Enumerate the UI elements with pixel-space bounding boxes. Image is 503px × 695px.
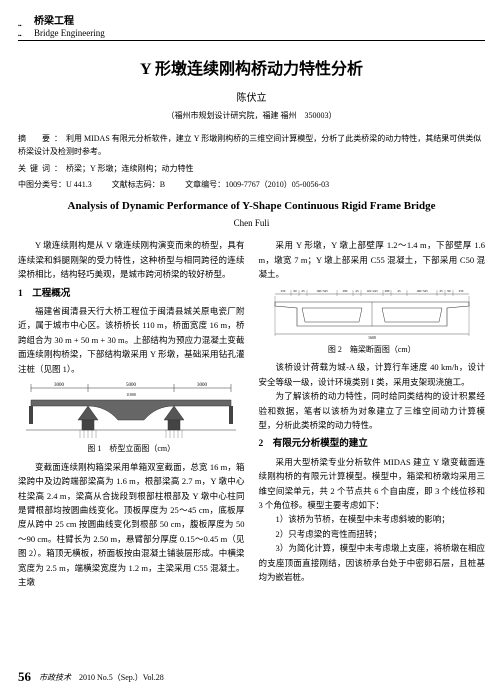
right-column: 采用 Y 形墩，Y 墩上部壁厚 1.2～1.4 m，下部壁厚 1.6 m，墩宽 … [259, 238, 486, 589]
figure-2: 250 90 45 160×345 280 45 145×245 280 45 … [259, 286, 486, 357]
article-title-cn: Y 形墩连续刚构桥动力特性分析 [18, 55, 485, 79]
author-en: Chen Fuli [18, 218, 485, 228]
section-title-cn: 桥梁工程 [34, 12, 105, 27]
deck-width: 1600 [368, 335, 376, 340]
svg-text:90: 90 [447, 289, 451, 293]
keywords-block: 关键词：桥梁；Y 形墩；连续刚构；动力特性 [18, 163, 485, 176]
svg-text:45: 45 [355, 289, 359, 293]
paragraph: 该桥设计荷载为城-A 级，计算行车速度 40 km/h，设计安全等级一级，设计环… [259, 360, 486, 389]
abstract-label: 摘 要： [18, 134, 66, 143]
svg-text:145×245: 145×245 [366, 289, 378, 293]
author-cn: 陈伏立 [18, 89, 485, 104]
figure-1-caption: 图 1 桥型立面图（cm） [18, 442, 245, 456]
doccode-label: 文献标志码： [112, 180, 160, 189]
paragraph: Y 墩连续刚构是从 V 墩连续刚构演变而来的桥型，具有连续梁和斜腿刚架的受力特性… [18, 238, 245, 281]
section-title-en: Bridge Engineering [34, 28, 105, 38]
page-number: 56 [18, 669, 31, 685]
dim-span3: 3000 [197, 383, 208, 388]
svg-text:250: 250 [280, 289, 285, 293]
affiliation-cn: （福州市规划设计研究院，福建 福州 350003） [18, 110, 485, 121]
svg-text:45: 45 [397, 289, 401, 293]
section-header: 桥梁工程 Bridge Engineering [18, 12, 485, 38]
keywords-label: 关键词： [18, 164, 66, 173]
svg-text:280: 280 [384, 289, 389, 293]
dim-span2: 5000 [126, 383, 137, 388]
abstract-text: 利用 MIDAS 有限元分析软件，建立 Y 形墩刚构桥的三维空间计算模型，分析了… [18, 134, 481, 156]
bridge-elevation-svg: 3000 5000 3000 11000 [26, 380, 236, 440]
list-item: 3）为简化计算，模型中未考虑墩上支座，将桥墩在相应的支座顶面直接刚结，因该桥承台… [259, 541, 486, 584]
issue-info: 2010 No.5（Sep.）Vol.28 [79, 672, 164, 683]
left-column: Y 墩连续刚构是从 V 墩连续刚构演变而来的桥型，具有连续梁和斜腿刚架的受力特性… [18, 238, 245, 589]
article-title-en: Analysis of Dynamic Performance of Y-Sha… [18, 200, 485, 212]
svg-text:160×345: 160×345 [316, 289, 328, 293]
clc-label: 中图分类号： [18, 180, 66, 189]
heading-2: 2 有限元分析模型的建立 [259, 436, 486, 452]
svg-text:90: 90 [293, 289, 297, 293]
classification-line: 中图分类号：U 441.3 文献标志码：B 文章编号：1009-7767（201… [18, 179, 485, 190]
paragraph: 福建省闽清县天行大桥工程位于闽清县城关原电瓷厂附近，属于城市中心区。该桥桥长 1… [18, 304, 245, 376]
paragraph: 为了解该桥的动力特性，同时给同类结构的设计积累经验和数据，笔者以该桥为对象建立了… [259, 389, 486, 432]
keywords-text: 桥梁；Y 形墩；连续刚构；动力特性 [66, 164, 193, 173]
svg-text:280: 280 [342, 289, 347, 293]
paragraph: 采用大型桥梁专业分析软件 MIDAS 建立 Y 墩变截面连续刚构桥的有限元计算模… [259, 455, 486, 513]
dim-span1: 3000 [54, 383, 65, 388]
journal-name: 市政技术 [39, 672, 71, 683]
page-footer: 56 市政技术 2010 No.5（Sep.）Vol.28 [18, 669, 485, 685]
paragraph: 变截面连续刚构箱梁采用单箱双室截面，总宽 16 m，箱梁跨中及边跨端部梁高为 1… [18, 460, 245, 590]
header-rule [18, 40, 485, 41]
doccode-value: B [160, 180, 165, 189]
svg-text:160×345: 160×345 [416, 289, 428, 293]
artno-label: 文章编号： [185, 180, 225, 189]
list-item: 2）只考虑梁的弯性而扭转； [259, 527, 486, 541]
svg-text:45: 45 [439, 289, 443, 293]
grid-icon [18, 19, 30, 31]
paragraph: 采用 Y 形墩，Y 墩上部壁厚 1.2～1.4 m，下部壁厚 1.6 m，墩宽 … [259, 238, 486, 281]
box-section-svg: 250 90 45 160×345 280 45 145×245 280 45 … [267, 286, 477, 341]
heading-1: 1 工程概况 [18, 286, 245, 302]
body-columns: Y 墩连续刚构是从 V 墩连续刚构演变而来的桥型，具有连续梁和斜腿刚架的受力特性… [18, 238, 485, 589]
figure-1: 3000 5000 3000 11000 [18, 380, 245, 456]
dim-total: 11000 [126, 392, 136, 397]
clc-value: U 441.3 [66, 180, 92, 189]
figure-2-caption: 图 2 箱梁断面图（cm） [259, 343, 486, 357]
artno-value: 1009-7767（2010）05-0056-03 [225, 180, 329, 189]
svg-text:250: 250 [458, 289, 463, 293]
abstract-block: 摘 要：利用 MIDAS 有限元分析软件，建立 Y 形墩刚构桥的三维空间计算模型… [18, 133, 485, 159]
svg-text:45: 45 [301, 289, 305, 293]
list-item: 1）该桥为节桥，在模型中未考虑斜坡的影响； [259, 512, 486, 526]
